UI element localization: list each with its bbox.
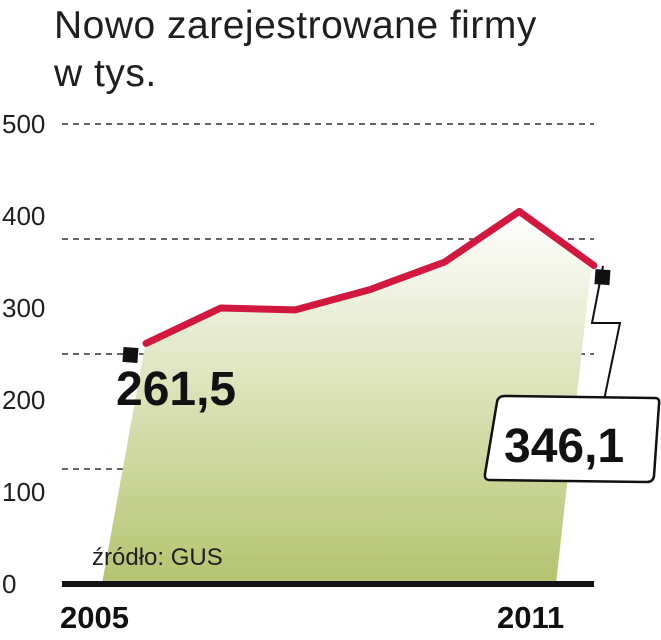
x-tick-label-start: 2005	[60, 600, 129, 635]
y-tick-label-4: 400	[2, 201, 45, 231]
chart-title-line-1: Nowo zarejestrowane firmy	[54, 4, 537, 47]
y-tick-label-0: 0	[2, 569, 16, 599]
data-label-first: 261,5	[116, 363, 236, 416]
point-marker-6	[594, 269, 611, 286]
callout-leader-line	[590, 265, 622, 401]
y-tick-label-3: 300	[2, 293, 45, 323]
callout-box	[483, 394, 661, 484]
y-tick-label-1: 100	[2, 477, 45, 507]
x-tick-label-end: 2011	[497, 600, 564, 635]
y-tick-label-5: 500	[2, 109, 45, 139]
point-marker-0	[122, 346, 139, 363]
source-note: źródło: GUS	[92, 544, 223, 571]
y-tick-label-2: 200	[2, 385, 45, 415]
chart-title: Nowo zarejestrowane firmy w tys.	[54, 2, 537, 98]
series-line	[142, 207, 598, 347]
data-label-last: 346,1	[504, 420, 624, 473]
chart-title-line-2: w tys.	[54, 52, 157, 95]
series-area	[102, 211, 594, 584]
